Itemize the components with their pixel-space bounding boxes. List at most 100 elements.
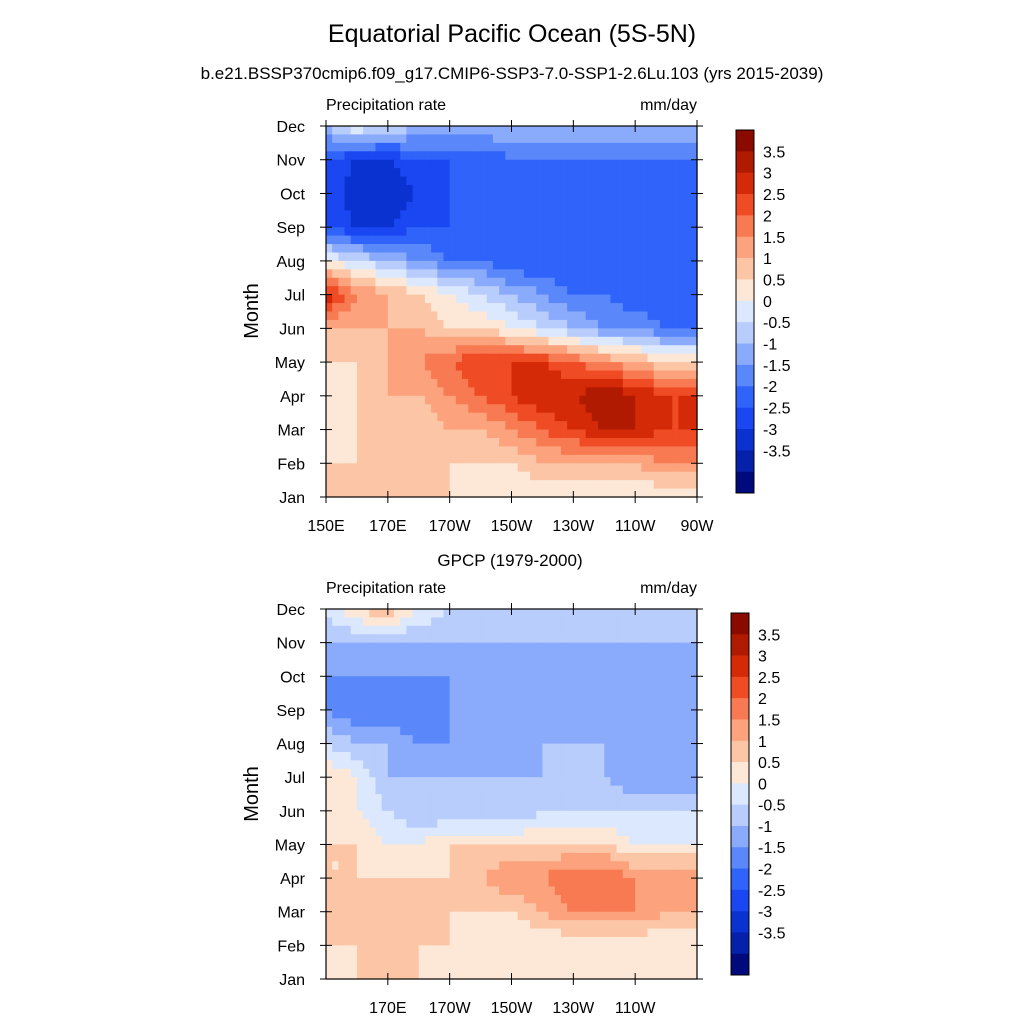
field-cell [659,218,667,228]
field-cell [511,777,519,787]
field-cell [690,387,698,397]
field-cell [666,260,673,270]
field-cell [622,911,630,921]
field-cell [542,126,550,136]
field-cell [437,168,445,178]
field-cell [647,336,655,346]
field-cell [492,903,500,913]
field-cell [622,235,630,245]
field-cell [492,886,500,896]
field-cell [468,735,475,745]
field-cell [356,404,364,414]
field-cell [616,362,624,372]
field-cell [548,911,556,921]
field-cell [523,370,531,380]
field-cell [530,412,537,422]
field-cell [499,303,506,313]
field-cell [412,421,420,431]
field-cell [505,802,513,812]
field-cell [672,852,680,862]
field-cell [542,852,550,862]
field-cell [659,676,667,686]
field-cell [492,336,500,346]
field-cell [542,609,550,619]
field-cell [635,260,642,270]
field-cell [363,852,370,862]
field-cell [394,819,401,829]
field-cell [548,437,556,448]
field-cell [684,345,692,355]
field-cell [523,227,531,237]
field-cell [424,634,432,644]
field-cell [326,651,333,661]
field-cell [474,345,482,355]
field-cell [474,437,482,448]
field-cell [474,471,482,481]
field-cell [579,218,587,228]
field-cell [344,463,352,473]
field-cell [579,751,587,761]
field-cell [394,785,401,795]
field-cell [418,176,426,186]
field-cell [554,193,562,203]
field-cell [523,303,531,313]
field-cell [560,718,568,728]
field-cell [530,218,537,228]
field-cell [406,894,414,904]
field-cell [579,827,587,837]
field-cell [332,176,339,186]
field-cell [610,844,618,854]
field-cell [548,802,556,812]
field-cell [369,735,377,745]
field-cell [505,609,513,619]
field-cell [455,126,463,136]
field-cell [474,362,482,372]
field-cell [474,810,482,820]
field-cell [530,176,537,186]
field-cell [690,336,698,346]
field-cell [554,260,562,270]
field-cell [412,852,420,862]
field-cell [591,193,599,203]
field-cell [591,768,599,778]
field-cell [468,894,475,904]
field-cell [468,454,475,464]
field-cell [499,193,506,203]
field-cell [604,168,612,178]
field-cell [455,886,463,896]
field-cell [449,286,457,296]
field-cell [647,311,655,321]
field-cell [499,894,506,904]
field-cell [350,201,358,211]
field-cell [381,651,389,661]
field-cell [400,852,407,862]
field-cell [560,370,568,380]
field-cell [424,303,432,313]
field-cell [418,319,426,329]
field-cell [356,395,364,405]
field-cell [616,151,624,161]
field-cell [418,210,426,220]
field-cell [684,185,692,195]
field-cell [511,311,519,321]
field-cell [690,437,698,448]
field-cell [635,701,642,711]
field-cell [468,421,475,431]
field-cell [678,777,686,787]
field-cell [431,785,438,795]
field-cell [536,159,544,169]
field-cell [579,353,587,363]
field-cell [474,777,482,787]
field-cell [635,277,642,287]
field-cell [635,878,642,888]
colorbar-label: 2 [763,208,772,225]
field-cell [666,836,673,846]
field-cell [356,362,364,372]
field-cell [449,651,457,661]
field-cell [363,437,370,448]
field-cell [548,185,556,195]
field-cell [356,260,364,270]
field-cell [560,743,568,753]
field-cell [505,387,513,397]
field-cell [511,861,519,871]
